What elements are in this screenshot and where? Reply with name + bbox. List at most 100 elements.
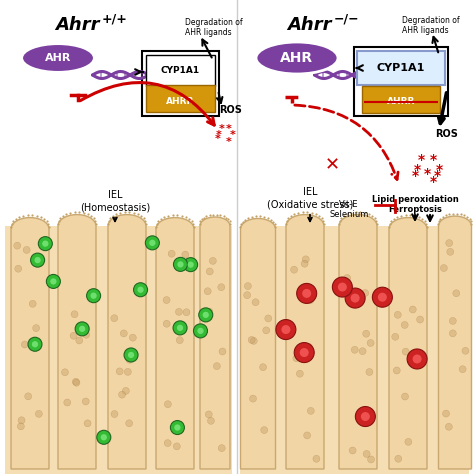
Circle shape xyxy=(412,355,421,364)
Circle shape xyxy=(405,438,412,446)
FancyBboxPatch shape xyxy=(354,47,448,116)
Circle shape xyxy=(453,290,460,297)
Circle shape xyxy=(18,423,24,430)
Circle shape xyxy=(393,367,400,374)
Circle shape xyxy=(296,370,303,377)
Circle shape xyxy=(35,257,41,263)
Circle shape xyxy=(199,308,213,322)
Polygon shape xyxy=(58,215,96,469)
Circle shape xyxy=(183,258,198,272)
Circle shape xyxy=(21,341,28,348)
Circle shape xyxy=(75,322,89,336)
Circle shape xyxy=(367,339,374,346)
Circle shape xyxy=(174,424,181,431)
Text: *: * xyxy=(219,124,224,134)
Circle shape xyxy=(29,301,36,307)
Circle shape xyxy=(261,427,268,434)
Circle shape xyxy=(170,420,184,435)
Circle shape xyxy=(137,287,144,293)
Circle shape xyxy=(417,316,424,323)
Text: ✕: ✕ xyxy=(324,156,339,174)
Circle shape xyxy=(64,399,71,406)
Text: *: * xyxy=(423,167,430,181)
Circle shape xyxy=(33,325,40,332)
Circle shape xyxy=(307,407,314,414)
Polygon shape xyxy=(240,219,275,469)
Circle shape xyxy=(362,290,369,296)
Circle shape xyxy=(42,240,48,247)
Circle shape xyxy=(193,324,208,338)
Text: *: * xyxy=(436,163,443,177)
Text: +/+: +/+ xyxy=(102,12,128,25)
Circle shape xyxy=(344,274,351,282)
Circle shape xyxy=(46,274,60,289)
Circle shape xyxy=(447,248,454,255)
Circle shape xyxy=(31,253,45,267)
Circle shape xyxy=(440,264,447,272)
Ellipse shape xyxy=(22,44,94,72)
FancyBboxPatch shape xyxy=(5,226,232,474)
FancyBboxPatch shape xyxy=(146,55,215,86)
FancyBboxPatch shape xyxy=(362,85,440,113)
Text: *: * xyxy=(229,130,235,140)
Circle shape xyxy=(394,311,401,319)
Circle shape xyxy=(305,343,312,350)
Circle shape xyxy=(276,319,296,339)
Circle shape xyxy=(338,283,347,292)
FancyBboxPatch shape xyxy=(240,226,469,474)
Circle shape xyxy=(205,411,212,418)
Text: AHR: AHR xyxy=(281,51,314,65)
Circle shape xyxy=(84,420,91,427)
Circle shape xyxy=(401,321,408,328)
Circle shape xyxy=(208,417,214,424)
Text: CYP1A1: CYP1A1 xyxy=(161,66,200,75)
Text: *: * xyxy=(413,163,420,177)
Circle shape xyxy=(378,293,387,301)
Polygon shape xyxy=(286,215,324,469)
Circle shape xyxy=(126,420,133,427)
Text: *: * xyxy=(411,169,419,183)
Text: AHR: AHR xyxy=(45,53,71,63)
Circle shape xyxy=(446,239,453,246)
Circle shape xyxy=(206,308,213,315)
Circle shape xyxy=(282,325,291,334)
Text: Degradation of
AHR ligands: Degradation of AHR ligands xyxy=(402,16,460,36)
Circle shape xyxy=(118,391,126,398)
Circle shape xyxy=(176,337,183,344)
Text: Degradation of
AHR ligands: Degradation of AHR ligands xyxy=(185,18,243,37)
Circle shape xyxy=(293,355,300,362)
Circle shape xyxy=(164,401,172,408)
Circle shape xyxy=(124,368,131,375)
Circle shape xyxy=(300,348,309,357)
Circle shape xyxy=(345,288,365,308)
Text: Lipid peroxidation
Ferroptosis: Lipid peroxidation Ferroptosis xyxy=(372,195,458,214)
Circle shape xyxy=(146,236,159,250)
Circle shape xyxy=(73,379,80,386)
Circle shape xyxy=(126,356,133,363)
Circle shape xyxy=(70,332,77,339)
Circle shape xyxy=(218,445,225,452)
Text: −/−: −/− xyxy=(334,12,360,25)
Circle shape xyxy=(177,261,183,267)
Circle shape xyxy=(28,337,42,351)
Circle shape xyxy=(182,251,189,258)
Circle shape xyxy=(291,266,298,273)
Circle shape xyxy=(359,348,366,355)
Circle shape xyxy=(175,309,182,315)
Circle shape xyxy=(446,423,452,430)
Circle shape xyxy=(248,337,255,344)
Text: CYP1A1: CYP1A1 xyxy=(377,63,425,73)
Polygon shape xyxy=(339,215,377,469)
Circle shape xyxy=(304,432,310,439)
Circle shape xyxy=(252,299,259,306)
Circle shape xyxy=(124,348,138,362)
Circle shape xyxy=(164,439,171,447)
Ellipse shape xyxy=(256,42,338,74)
Circle shape xyxy=(97,430,111,444)
Circle shape xyxy=(128,352,134,358)
FancyBboxPatch shape xyxy=(142,51,219,116)
Polygon shape xyxy=(389,218,427,469)
Circle shape xyxy=(83,331,90,338)
Circle shape xyxy=(71,311,78,318)
Circle shape xyxy=(15,265,22,272)
